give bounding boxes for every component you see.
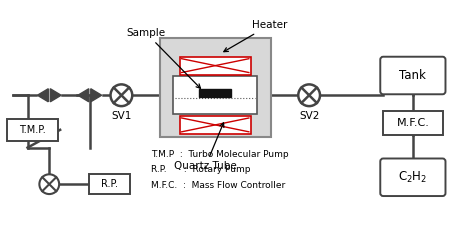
Polygon shape (78, 89, 89, 102)
Bar (383, 111, 443, 135)
Polygon shape (50, 89, 61, 102)
Text: SV1: SV1 (111, 111, 132, 121)
Bar (200, 89, 231, 97)
Text: Sample: Sample (127, 28, 201, 88)
Bar (160, 38, 271, 137)
Text: Tank: Tank (400, 69, 426, 82)
FancyBboxPatch shape (380, 57, 446, 94)
Bar (173, 76, 257, 114)
Bar (180, 57, 251, 75)
Text: M.F.C.: M.F.C. (396, 118, 429, 128)
Text: Quartz Tube: Quartz Tube (174, 123, 237, 171)
Text: T.M.P.: T.M.P. (19, 125, 46, 135)
Text: T.M.P  :  Turbo Molecular Pump: T.M.P : Turbo Molecular Pump (151, 150, 289, 159)
Text: M.F.C.  :  Mass Flow Controller: M.F.C. : Mass Flow Controller (151, 181, 285, 190)
FancyBboxPatch shape (380, 158, 446, 196)
Bar (7, 119, 58, 141)
Text: C$_2$H$_2$: C$_2$H$_2$ (398, 170, 428, 185)
Bar (89, 174, 130, 194)
Text: Heater: Heater (224, 20, 287, 52)
Polygon shape (37, 89, 48, 102)
Circle shape (39, 174, 59, 194)
Polygon shape (91, 89, 101, 102)
Circle shape (298, 84, 320, 106)
Circle shape (110, 84, 132, 106)
Text: R.P.      :  Rotary Pump: R.P. : Rotary Pump (151, 165, 251, 175)
Text: SV2: SV2 (299, 111, 319, 121)
Bar (180, 116, 251, 134)
Text: R.P.: R.P. (101, 179, 118, 189)
